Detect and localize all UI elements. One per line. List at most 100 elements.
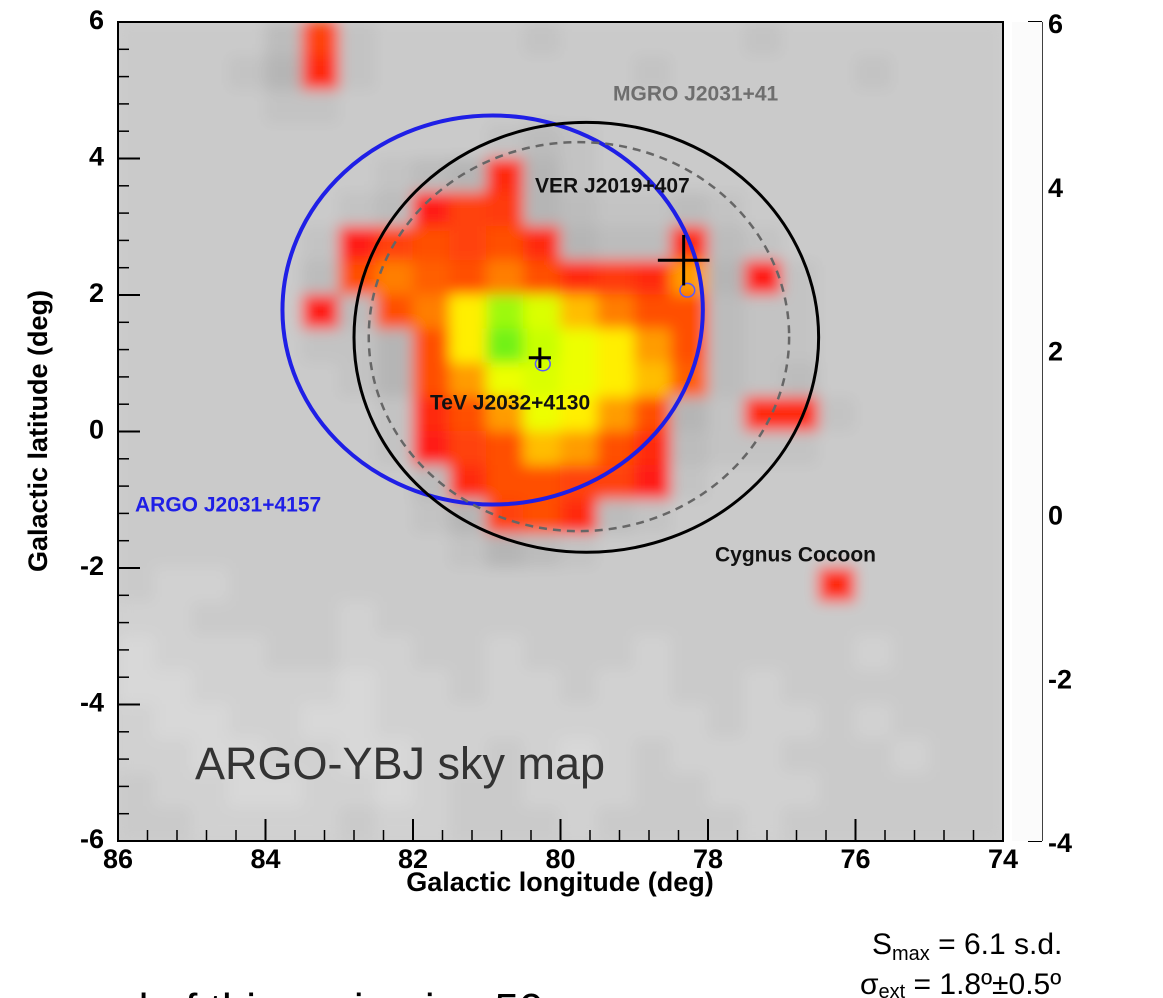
y-tick-label: -6 <box>80 824 104 854</box>
heat-cell <box>191 568 229 603</box>
heat-cell <box>708 636 746 671</box>
heat-cell <box>339 260 377 295</box>
heat-cell <box>523 704 561 739</box>
heat-cell <box>486 329 524 364</box>
heat-cell <box>929 226 967 261</box>
heat-cell <box>154 124 192 159</box>
heat-cell <box>966 363 1004 398</box>
heat-cell <box>597 636 635 671</box>
heat-cell <box>486 158 524 193</box>
heat-cell <box>449 806 487 841</box>
heat-cell <box>855 772 893 807</box>
heat-cell <box>818 260 856 295</box>
heat-cell <box>228 806 266 841</box>
heat-cell <box>523 56 561 91</box>
stat-subscript: max <box>892 943 930 965</box>
footer-fragment: d of this region is ~50 <box>124 985 543 998</box>
y-tick-label: 4 <box>89 142 104 172</box>
heat-cell <box>929 806 967 841</box>
heat-cell <box>634 568 672 603</box>
heat-cell <box>781 806 819 841</box>
heat-cell <box>154 806 192 841</box>
heat-cell <box>634 738 672 773</box>
heat-cell <box>228 295 266 330</box>
stat-text: = 1.8º±0.5º <box>905 968 1061 998</box>
heat-cell <box>228 56 266 91</box>
heat-cell <box>486 431 524 466</box>
heat-cell <box>671 772 709 807</box>
heat-cell <box>892 431 930 466</box>
heat-cell <box>855 704 893 739</box>
heat-cell <box>339 533 377 568</box>
heat-cell <box>818 90 856 125</box>
heat-cell <box>708 192 746 227</box>
heat-cell <box>708 772 746 807</box>
heat-cell <box>855 602 893 637</box>
heat-cell <box>855 260 893 295</box>
heat-cell <box>302 636 340 671</box>
heat-cell <box>154 363 192 398</box>
heat-cell <box>265 397 303 432</box>
heat-cell <box>892 192 930 227</box>
heat-cell <box>634 363 672 398</box>
heat-cell <box>892 636 930 671</box>
heat-cell <box>339 602 377 637</box>
heat-cell <box>671 670 709 705</box>
heat-cell <box>855 738 893 773</box>
heat-cell <box>265 806 303 841</box>
heat-cell <box>302 226 340 261</box>
heat-cell <box>302 329 340 364</box>
heat-cell <box>560 568 598 603</box>
stat-smax: Smax = 6.1 s.d. <box>872 928 1062 965</box>
heat-cell <box>486 602 524 637</box>
heat-cell <box>265 636 303 671</box>
heat-cell <box>228 329 266 364</box>
annotation: TeV J2032+4130 <box>430 392 590 415</box>
heat-cell <box>929 22 967 57</box>
heat-cell <box>892 465 930 500</box>
heat-cell <box>855 363 893 398</box>
heat-cell <box>892 397 930 432</box>
heat-cell <box>781 602 819 637</box>
heat-cell <box>708 226 746 261</box>
heat-cell <box>118 90 156 125</box>
heat-cell <box>966 260 1004 295</box>
heat-cell <box>413 636 451 671</box>
heat-cell <box>265 124 303 159</box>
heat-cell <box>929 670 967 705</box>
heat-cell <box>228 568 266 603</box>
heat-cell <box>892 56 930 91</box>
heat-cell <box>892 806 930 841</box>
heat-cell <box>892 295 930 330</box>
map-label: ARGO-YBJ sky map <box>195 738 605 789</box>
heat-cell <box>708 602 746 637</box>
heat-cell <box>597 806 635 841</box>
heat-cell <box>892 738 930 773</box>
heat-cell <box>929 568 967 603</box>
heat-cell <box>966 772 1004 807</box>
heat-cell <box>413 260 451 295</box>
heat-cell <box>191 226 229 261</box>
heat-cell <box>228 192 266 227</box>
heat-cell <box>118 738 156 773</box>
heat-cell <box>892 363 930 398</box>
heat-cell <box>413 806 451 841</box>
heat-cell <box>302 56 340 91</box>
heat-cell <box>744 363 782 398</box>
heat-cell <box>892 704 930 739</box>
heat-cell <box>744 738 782 773</box>
heat-cell <box>191 329 229 364</box>
stat-sigma: σext = 1.8º±0.5º <box>860 968 1061 998</box>
heat-cell <box>708 397 746 432</box>
heat-cell <box>892 158 930 193</box>
heat-cell <box>929 295 967 330</box>
heat-cell <box>966 738 1004 773</box>
heat-cell <box>929 465 967 500</box>
heat-cell <box>892 329 930 364</box>
heat-cell <box>523 431 561 466</box>
heat-cell <box>339 56 377 91</box>
heat-cell <box>744 806 782 841</box>
heat-cell <box>708 431 746 466</box>
heat-cell <box>818 499 856 534</box>
heat-cell <box>966 397 1004 432</box>
